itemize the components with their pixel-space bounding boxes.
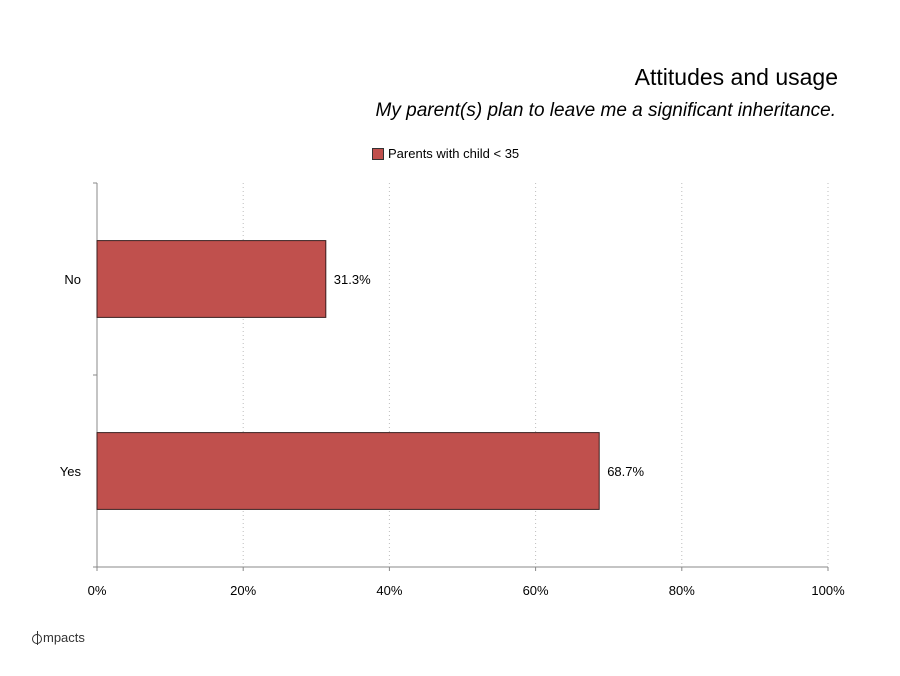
bar <box>96 432 600 510</box>
data-label: 31.3% <box>334 272 371 287</box>
chart-legend: Parents with child < 35 <box>372 146 519 161</box>
bar <box>96 240 327 318</box>
x-tick-label: 0% <box>88 583 107 598</box>
x-tick-label: 80% <box>669 583 695 598</box>
x-tick-label: 20% <box>230 583 256 598</box>
category-label: Yes <box>60 464 82 479</box>
chart-subtitle: My parent(s) plan to leave me a signific… <box>375 100 836 121</box>
data-label: 68.7% <box>607 464 644 479</box>
chart-title: Attitudes and usage <box>634 64 838 90</box>
category-label: No <box>64 272 81 287</box>
x-tick-label: 40% <box>376 583 402 598</box>
logo-text: mpacts <box>43 630 85 645</box>
legend-swatch <box>372 147 384 160</box>
logo-mark-icon <box>32 631 42 645</box>
impacts-logo: mpacts <box>32 630 85 645</box>
x-tick-label: 60% <box>523 583 549 598</box>
x-tick-label: 100% <box>811 583 845 598</box>
legend-label: Parents with child < 35 <box>388 146 520 161</box>
